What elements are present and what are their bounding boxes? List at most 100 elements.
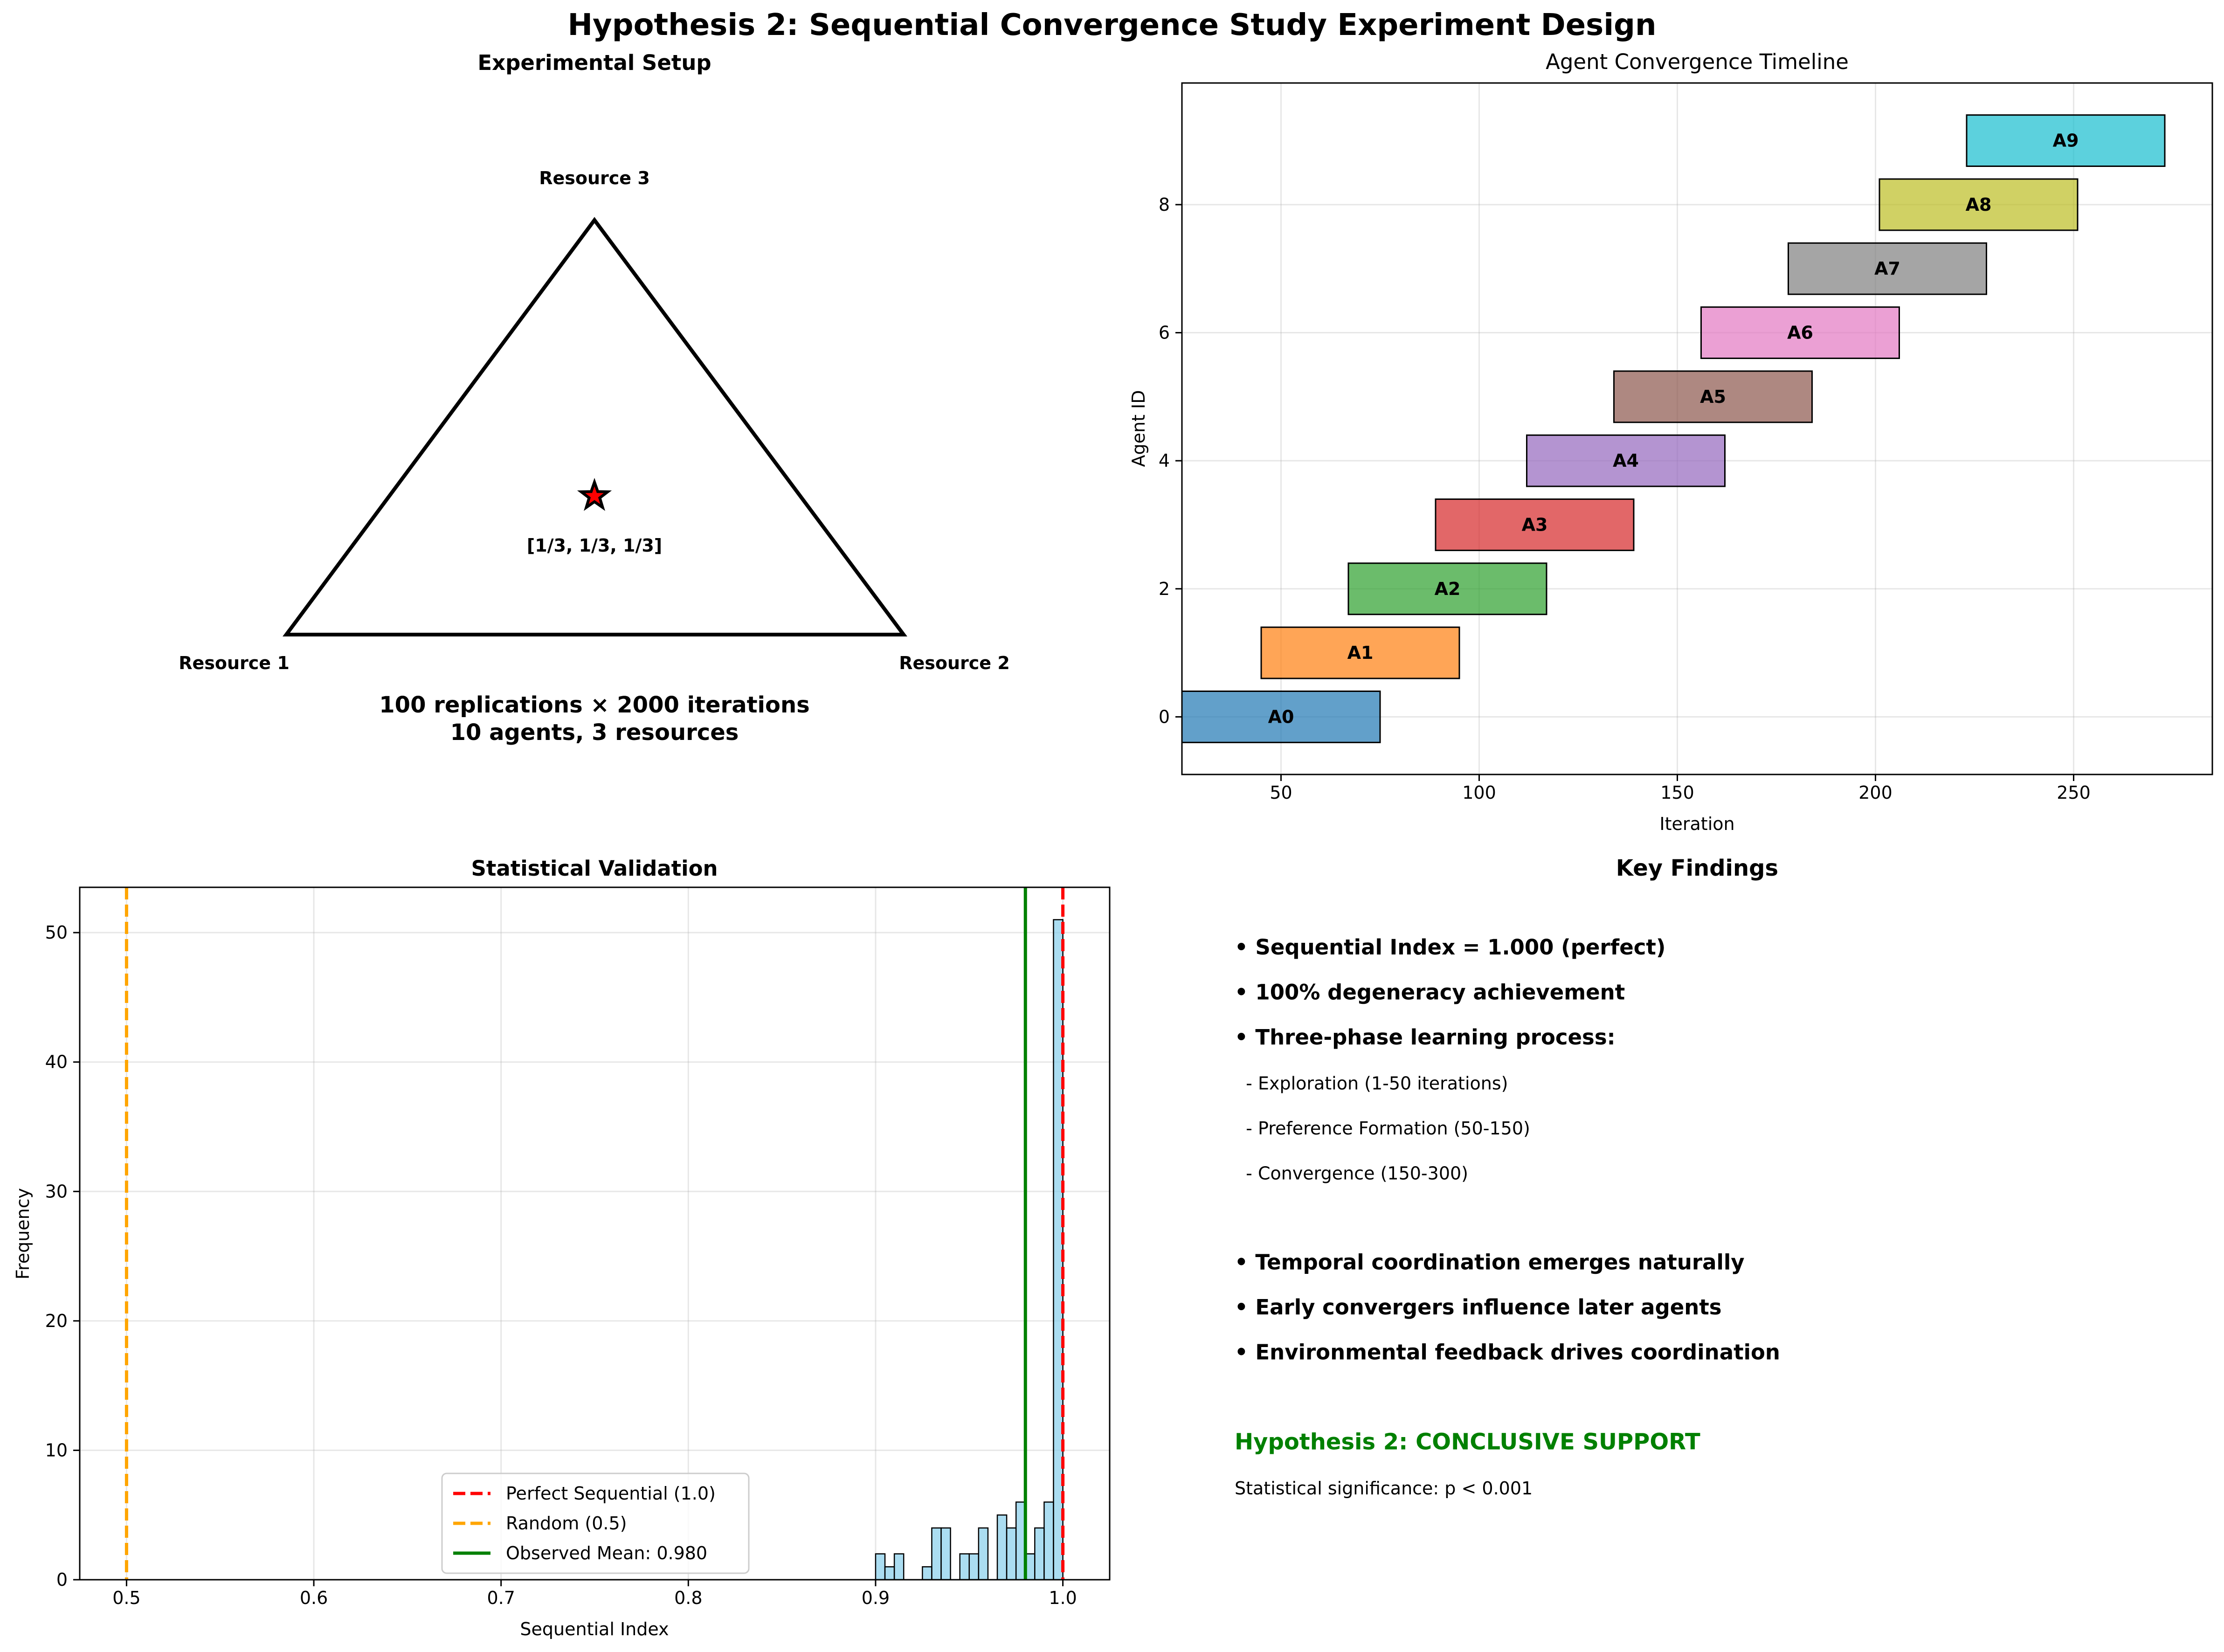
- timeline-x-tick-label: 150: [1660, 782, 1694, 803]
- histogram-plot-frame: [79, 886, 1111, 1581]
- findings-list: • Sequential Index = 1.000 (perfect) • 10…: [1235, 935, 1780, 1499]
- finding-item: • Sequential Index = 1.000 (perfect): [1235, 935, 1665, 960]
- simplex-triangle: [283, 217, 907, 636]
- agent-bar-a5: [1613, 370, 1813, 423]
- timeline-x-axis-label: Iteration: [1659, 814, 1734, 834]
- agent-bar-label: A4: [1613, 450, 1639, 471]
- histogram-y-tick-label: 10: [45, 1440, 68, 1460]
- timeline-x-tick-label: 50: [1270, 782, 1292, 803]
- timeline-y-tick-label: 0: [1159, 706, 1170, 727]
- vertex-label-resource-2: Resource 2: [899, 653, 1010, 673]
- timeline-title: Agent Convergence Timeline: [1546, 49, 1849, 74]
- conclusion-text: Hypothesis 2: CONCLUSIVE SUPPORT: [1235, 1429, 1700, 1455]
- agent-bar-a0: [1181, 690, 1381, 743]
- histogram-x-tick-label: 0.7: [487, 1588, 515, 1608]
- agent-bar-label: A2: [1435, 579, 1461, 599]
- agent-bar-a2: [1347, 562, 1547, 615]
- setup-summary-line-1: 100 replications × 2000 iterations: [379, 692, 809, 718]
- timeline-y-tick-label: 2: [1159, 579, 1170, 599]
- legend-label: Observed Mean: 0.980: [506, 1543, 707, 1563]
- agent-bar-label: A8: [1966, 194, 1992, 215]
- validation-title: Statistical Validation: [471, 856, 718, 881]
- finding-item: • Environmental feedback drives coordina…: [1235, 1340, 1780, 1365]
- histogram-bar: [1006, 1527, 1017, 1581]
- finding-item: - Preference Formation (50-150): [1235, 1118, 1530, 1139]
- agent-bar-a6: [1700, 306, 1900, 359]
- finding-item: • 100% degeneracy achievement: [1235, 980, 1625, 1005]
- histogram-x-tick-label: 1.0: [1049, 1588, 1077, 1608]
- timeline-y-tick-label: 6: [1159, 323, 1170, 343]
- agent-bar-a4: [1526, 434, 1726, 487]
- figure-title: Hypothesis 2: Sequential Convergence Stu…: [567, 8, 1656, 42]
- timeline-y-tick-label: 8: [1159, 194, 1170, 215]
- legend-frame: [441, 1472, 750, 1574]
- agent-bar-a9: [1966, 114, 2166, 167]
- histogram-bar: [959, 1553, 970, 1581]
- finding-item: • Temporal coordination emerges naturall…: [1235, 1250, 1745, 1275]
- histogram-y-tick-label: 40: [45, 1052, 68, 1072]
- histogram-y-tick-label: 20: [45, 1311, 68, 1331]
- setup-summary-line-2: 10 agents, 3 resources: [450, 719, 739, 746]
- vertex-label-resource-1: Resource 1: [179, 653, 290, 673]
- histogram-bar: [922, 1566, 932, 1581]
- timeline-panel: Agent Convergence Timeline A0A1A2A3A4A5A…: [1128, 49, 2213, 834]
- agent-bar-a7: [1788, 242, 1987, 295]
- timeline-plot-frame: [1181, 82, 2213, 775]
- histogram-legend: Perfect Sequential (1.0) Random (0.5) Obse…: [441, 1472, 750, 1574]
- agent-bar-label: A3: [1522, 514, 1548, 535]
- finding-item: Statistical significance: p < 0.001: [1235, 1478, 1533, 1499]
- histogram-bar: [940, 1527, 951, 1581]
- histogram-bar: [1034, 1527, 1045, 1581]
- center-point-star-icon: [577, 477, 612, 511]
- key-findings-panel: Key Findings • Sequential Index = 1.000 …: [1235, 855, 1780, 1499]
- finding-item: - Convergence (150-300): [1235, 1163, 1468, 1184]
- timeline-ticks: 50 100 150 200 250 0 2 4 6 8: [1159, 194, 2091, 803]
- finding-item: • Three-phase learning process:: [1235, 1025, 1616, 1050]
- validation-panel: Statistical Validation 0.5 0.6 0.7 0.8 0.9 1.…: [13, 856, 1111, 1639]
- agent-bar-label: A0: [1268, 706, 1294, 727]
- experimental-setup-panel: Experimental Setup Resource 3 Resource 1…: [179, 50, 1010, 746]
- histogram-reference-lines: [124, 887, 1065, 1580]
- histogram-y-tick-label: 0: [56, 1569, 68, 1590]
- histogram-bar: [1043, 1501, 1054, 1581]
- legend-items: Perfect Sequential (1.0) Random (0.5) Obse…: [453, 1483, 716, 1563]
- timeline-y-axis-label: Agent ID: [1128, 390, 1149, 467]
- histogram-bar: [893, 1553, 905, 1581]
- histogram-x-tick-label: 0.8: [674, 1588, 702, 1608]
- agent-bar-label: A6: [1787, 323, 1813, 343]
- legend-label: Perfect Sequential (1.0): [506, 1483, 716, 1504]
- histogram-y-tick-label: 50: [45, 922, 68, 943]
- center-point-label: [1/3, 1/3, 1/3]: [527, 535, 662, 556]
- histogram-x-tick-label: 0.6: [300, 1588, 328, 1608]
- timeline-x-tick-label: 250: [2057, 782, 2091, 803]
- setup-title: Experimental Setup: [477, 50, 711, 75]
- finding-item: - Exploration (1-50 iterations): [1235, 1073, 1508, 1094]
- finding-item: • Early convergers influence later agent…: [1235, 1295, 1722, 1320]
- agent-bar-a1: [1260, 626, 1460, 679]
- agent-bar-a8: [1879, 178, 2079, 231]
- timeline-bars: A0 A1 A2 A3 A4 A5 A6 A7 A8 A9: [1181, 114, 2166, 743]
- histogram-bar: [931, 1527, 942, 1581]
- agent-bar-label: A9: [2053, 131, 2079, 151]
- histogram-x-axis-label: Sequential Index: [520, 1619, 669, 1639]
- findings-title: Key Findings: [1616, 855, 1778, 881]
- histogram-bar: [968, 1553, 980, 1581]
- histogram-x-tick-label: 0.5: [112, 1588, 140, 1608]
- timeline-y-tick-label: 4: [1159, 450, 1170, 471]
- vertex-label-resource-3: Resource 3: [539, 168, 650, 188]
- agent-bar-a3: [1435, 498, 1635, 551]
- agent-bar-label: A1: [1347, 643, 1374, 663]
- histogram-y-tick-label: 30: [45, 1181, 68, 1202]
- timeline-x-tick-label: 200: [1858, 782, 1892, 803]
- histogram-y-axis-label: Frequency: [13, 1188, 33, 1279]
- histogram-bar: [875, 1553, 886, 1581]
- agent-bar-label: A7: [1874, 258, 1900, 279]
- histogram-bar: [884, 1566, 895, 1581]
- timeline-x-tick-label: 100: [1462, 782, 1496, 803]
- histogram-bar: [996, 1514, 1008, 1581]
- histogram-x-tick-label: 0.9: [862, 1588, 890, 1608]
- legend-label: Random (0.5): [506, 1513, 627, 1534]
- histogram-bar: [978, 1527, 989, 1581]
- histogram-ticks: 0.5 0.6 0.7 0.8 0.9 1.0 0 10 20 30 40 50: [45, 922, 1077, 1608]
